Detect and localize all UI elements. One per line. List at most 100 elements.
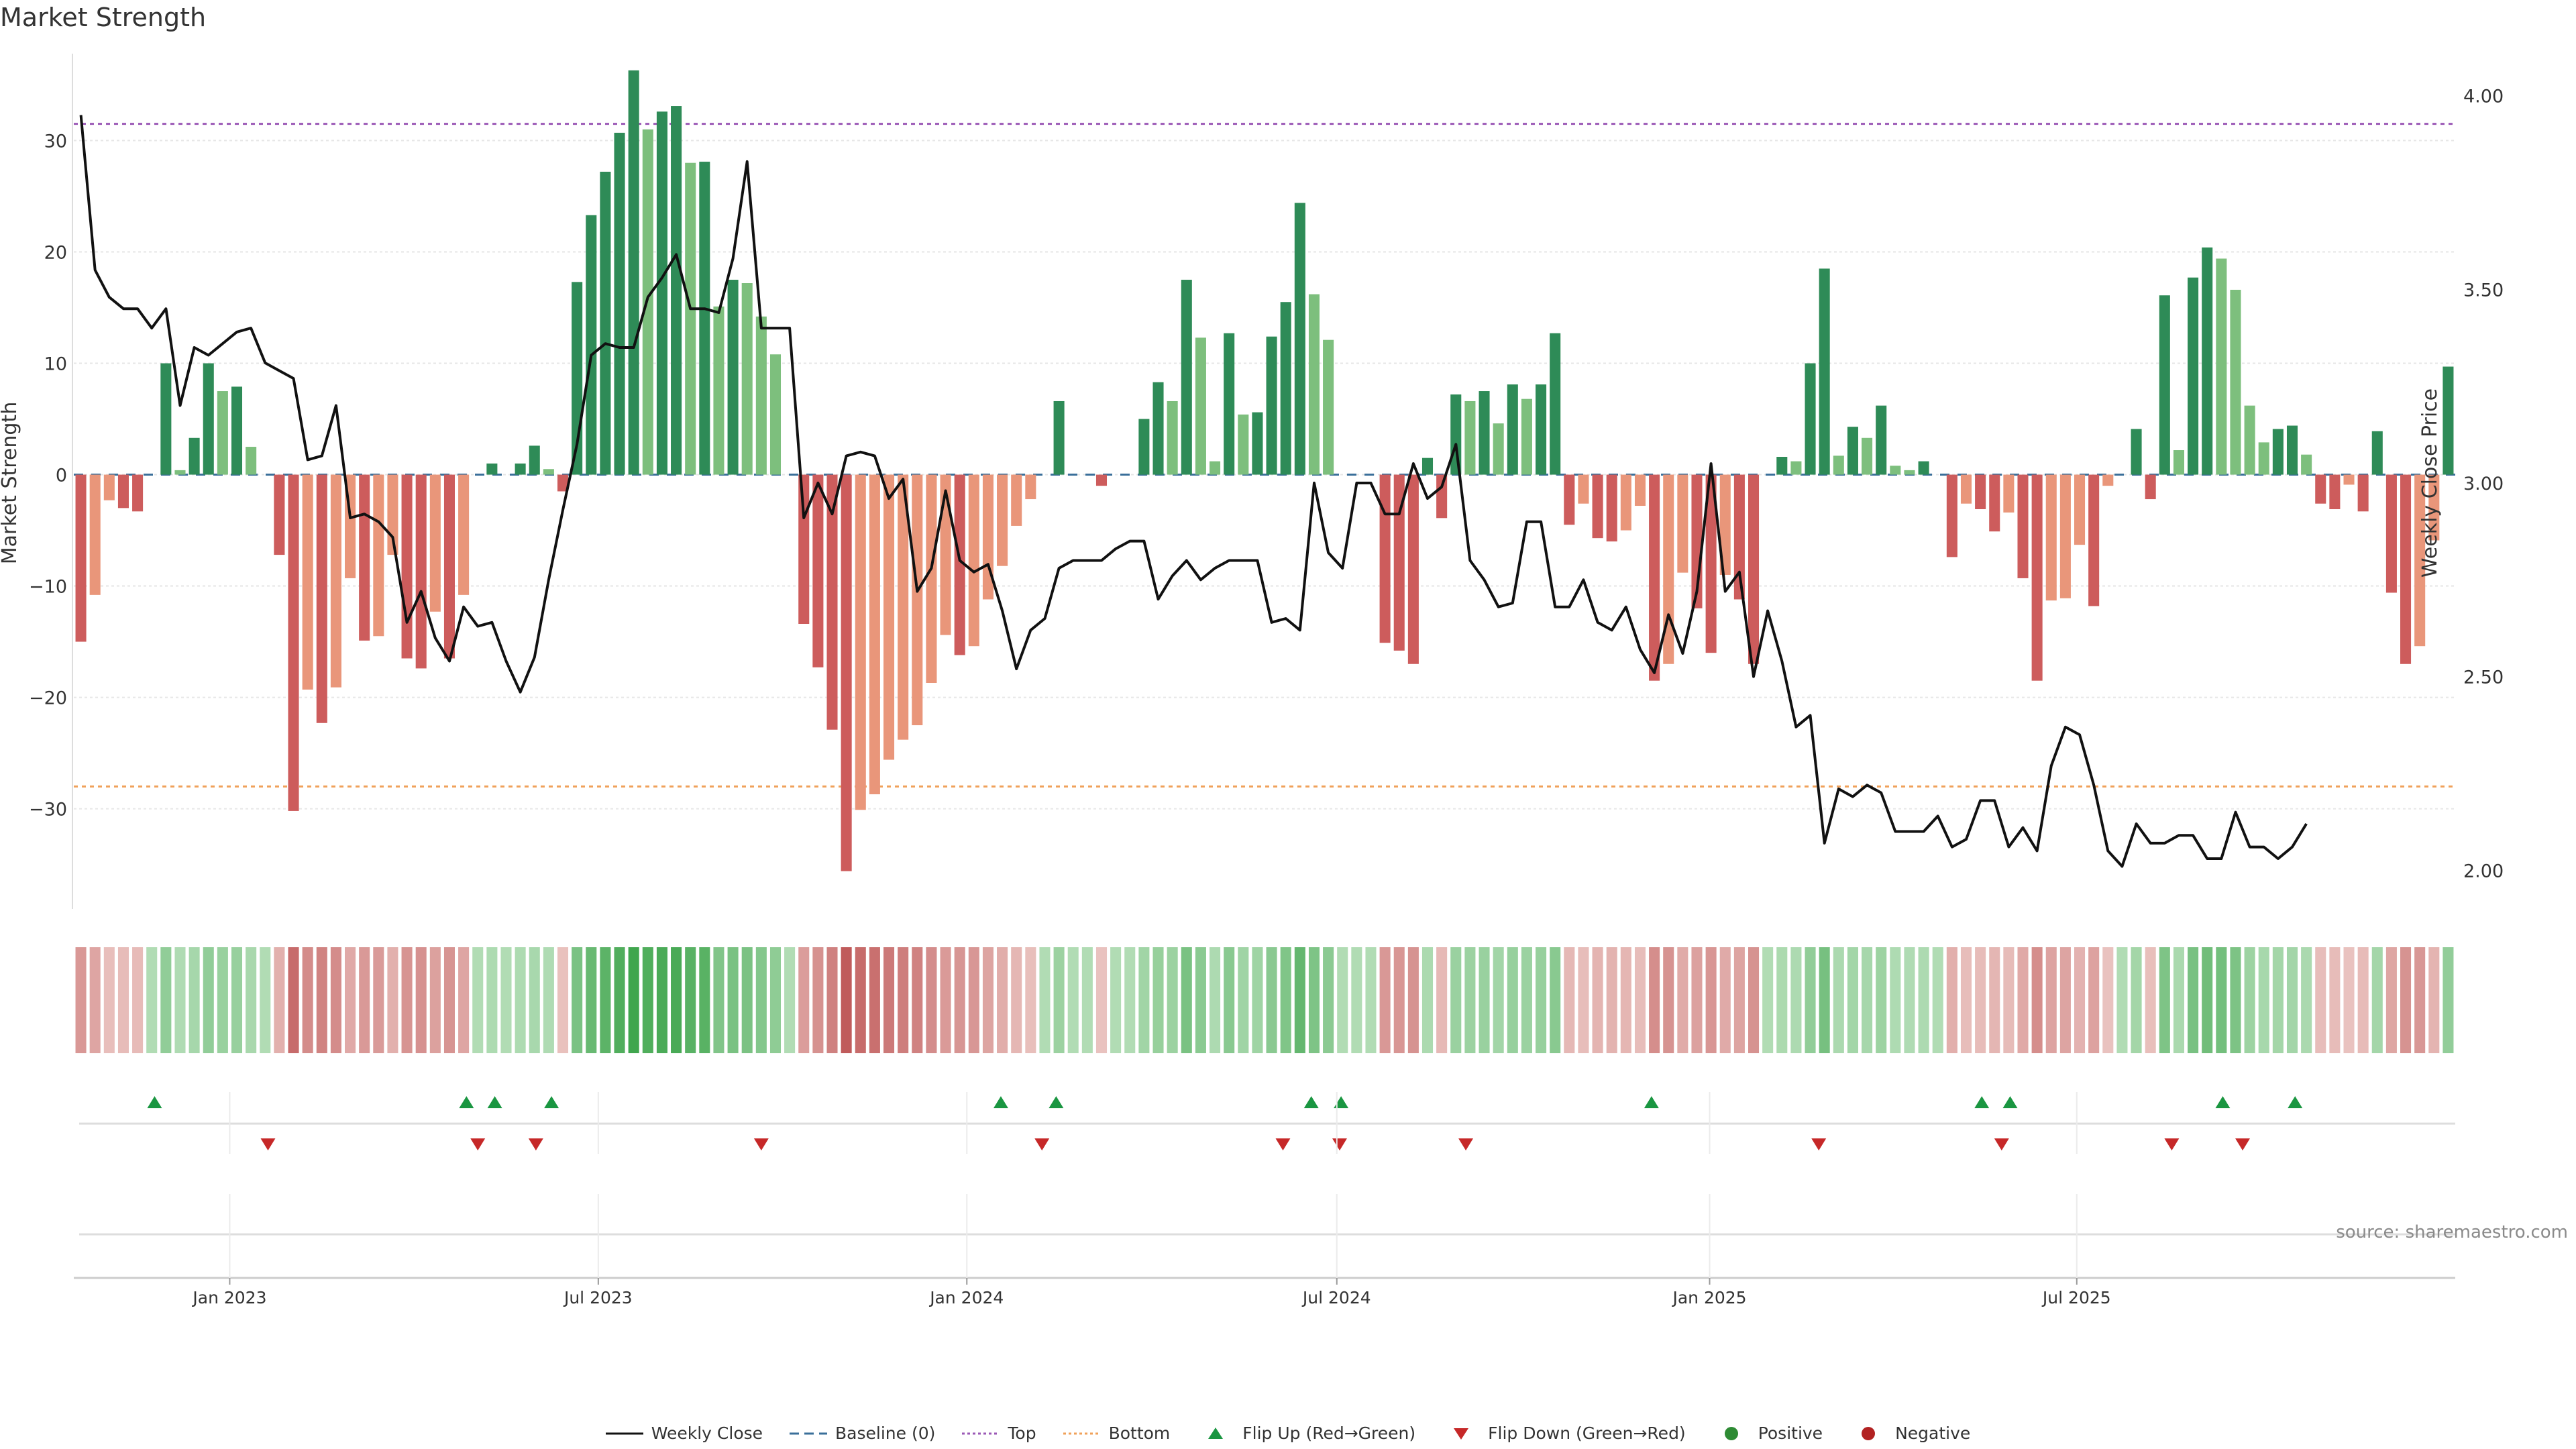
- strength-bar: [826, 474, 838, 730]
- legend-symbol: [605, 1432, 643, 1434]
- legend: Weekly Close Baseline (0) Top Bottom Flip Up…: [0, 1424, 2576, 1443]
- x-tick-label: Jan 2023: [191, 1288, 266, 1307]
- heat-cell: [1691, 947, 1703, 1053]
- strength-bar: [2188, 277, 2199, 475]
- strength-bar: [2202, 247, 2213, 475]
- heat-cell: [1138, 947, 1150, 1053]
- strength-bar: [1719, 474, 1731, 575]
- heat-cell: [2315, 947, 2326, 1053]
- strength-bar: [869, 474, 880, 795]
- heat-cell: [1053, 947, 1065, 1053]
- strength-bar: [1705, 474, 1717, 653]
- heat-cell: [1067, 947, 1079, 1053]
- heat-cell: [246, 947, 257, 1053]
- flip-up-marker: [487, 1096, 502, 1108]
- heat-cell: [940, 947, 951, 1053]
- strength-bar: [75, 474, 87, 642]
- strength-bar: [2357, 474, 2369, 512]
- strength-bar: [1323, 339, 1334, 475]
- strength-bar: [1606, 474, 1617, 542]
- flip-up-marker: [1644, 1096, 1659, 1108]
- flip-up-marker: [147, 1096, 162, 1108]
- flip-up-marker: [993, 1096, 1008, 1108]
- strength-bar: [798, 474, 810, 625]
- flip-down-marker: [470, 1138, 486, 1150]
- legend-label: Flip Up (Red→Green): [1242, 1424, 1416, 1443]
- flip-down-marker: [1275, 1138, 1291, 1150]
- heat-cell: [2357, 947, 2369, 1053]
- heat-cell: [1181, 947, 1192, 1053]
- heat-cell: [1975, 947, 1986, 1053]
- heat-cell: [2202, 947, 2213, 1053]
- strength-bar: [515, 463, 526, 475]
- heat-cell: [2088, 947, 2100, 1053]
- strength-bar: [699, 162, 710, 475]
- flip-up-marker: [1334, 1096, 1349, 1108]
- strength-bar: [2301, 454, 2312, 475]
- legend-symbol: [1862, 1426, 1876, 1440]
- legend-item: Bottom: [1063, 1424, 1170, 1443]
- strength-bar: [1776, 456, 1788, 475]
- flip-down-marker: [1332, 1138, 1347, 1150]
- heat-cell: [1464, 947, 1476, 1053]
- strength-bar: [2216, 258, 2227, 475]
- strength-bar: [543, 469, 554, 475]
- heat-cell: [1620, 947, 1631, 1053]
- heat-cell: [2045, 947, 2057, 1053]
- source-note: source: sharemaestro.com: [2336, 1222, 2568, 1242]
- strength-bar: [1890, 466, 1901, 475]
- strength-bar: [1507, 384, 1518, 475]
- strength-bar: [940, 474, 951, 635]
- y-axis-label: Market Strength: [0, 402, 21, 564]
- flip-up-marker: [2215, 1096, 2231, 1108]
- strength-bar: [1960, 474, 1972, 504]
- flip-up-marker: [1974, 1096, 1990, 1108]
- strength-bar: [2329, 474, 2341, 510]
- heat-cell: [2414, 947, 2426, 1053]
- x-tick-label: Jan 2025: [1671, 1288, 1746, 1307]
- heat-cell: [529, 947, 540, 1053]
- strength-bar: [1436, 474, 1448, 519]
- strength-bar: [2074, 474, 2086, 545]
- heat-cell: [557, 947, 569, 1053]
- heat-cell: [1195, 947, 1206, 1053]
- strength-bar: [1521, 398, 1532, 475]
- strength-bar: [1280, 302, 1291, 475]
- strength-bar: [401, 474, 413, 659]
- heat-cell: [2371, 947, 2383, 1053]
- strength-bar: [1238, 414, 1249, 475]
- strength-bar: [600, 171, 611, 475]
- heat-cell: [1578, 947, 1589, 1053]
- heat-cell: [401, 947, 413, 1053]
- strength-bar: [1181, 280, 1192, 475]
- y-tick-label: −20: [29, 688, 67, 709]
- strength-bar: [769, 354, 782, 475]
- strength-bar: [1677, 474, 1688, 573]
- strength-bar: [713, 306, 724, 475]
- heat-cell: [1876, 947, 1887, 1053]
- strength-bar: [1450, 394, 1462, 475]
- heat-cell: [784, 947, 796, 1053]
- strength-bar: [1266, 336, 1277, 475]
- heat-cell: [1280, 947, 1291, 1053]
- heat-cell: [217, 947, 228, 1053]
- reference-lines: [74, 123, 2455, 788]
- heat-cell: [1351, 947, 1362, 1053]
- strength-bar: [443, 474, 455, 659]
- strength-bar: [2003, 474, 2015, 513]
- legend-item: Top: [962, 1424, 1036, 1443]
- strength-bar: [628, 70, 639, 475]
- strength-bar: [1550, 333, 1561, 475]
- heat-cell: [1677, 947, 1688, 1053]
- heat-cell: [429, 947, 441, 1053]
- strength-bar: [614, 132, 625, 475]
- heat-cell: [132, 947, 144, 1053]
- strength-bars: [75, 70, 2454, 871]
- strength-bar: [415, 474, 427, 669]
- strength-bar: [2088, 474, 2100, 606]
- strength-bar: [1095, 474, 1108, 486]
- heat-cell: [1337, 947, 1348, 1053]
- strength-bar: [1224, 333, 1235, 475]
- heat-cell: [1521, 947, 1532, 1053]
- strength-bar: [1733, 474, 1745, 600]
